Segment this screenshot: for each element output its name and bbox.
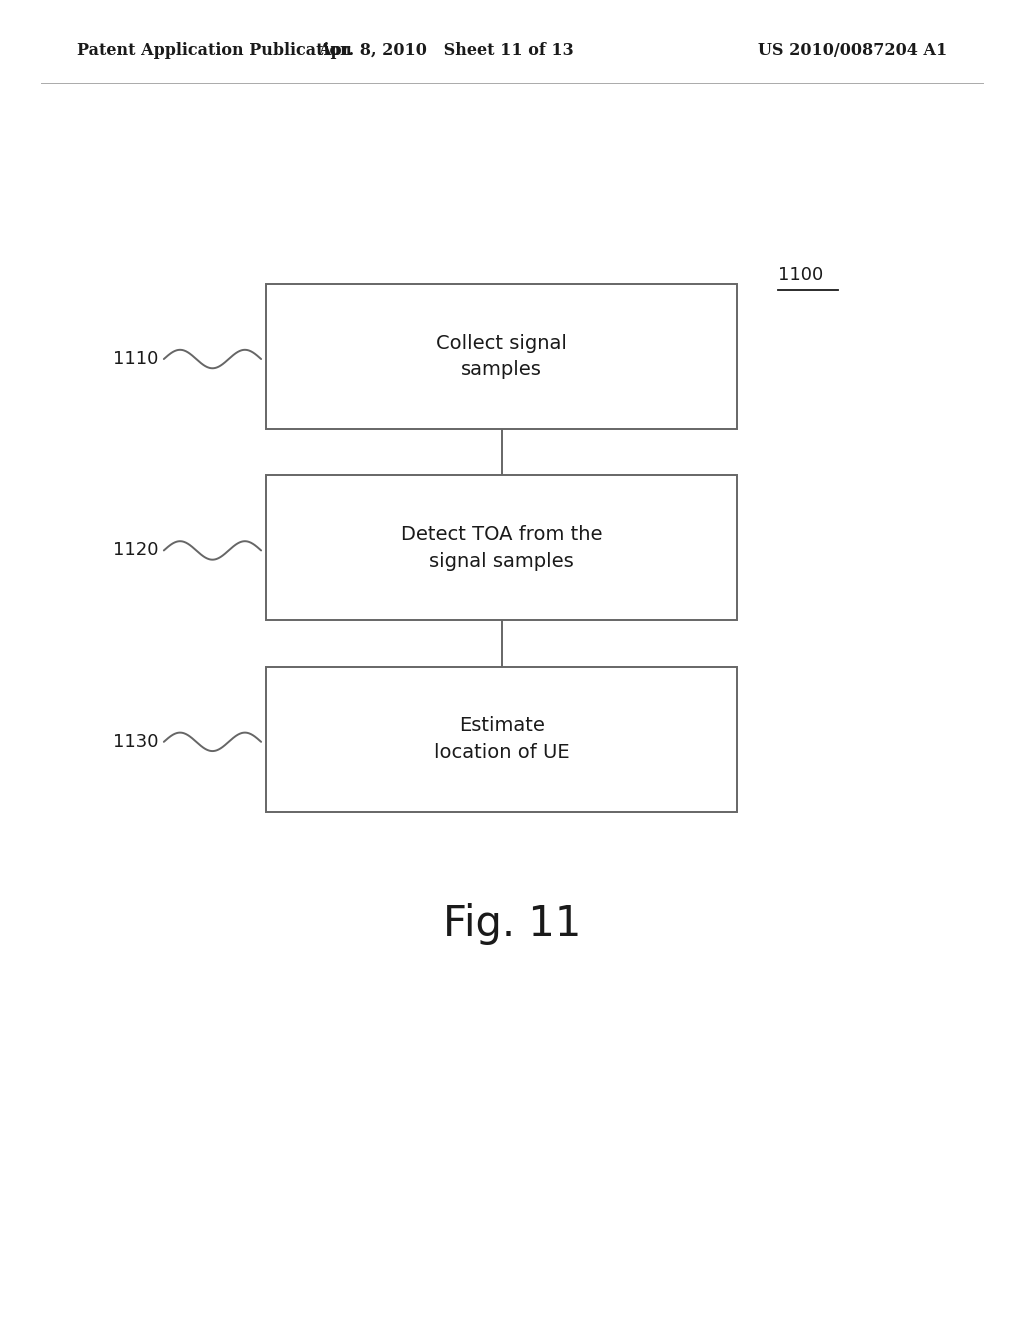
FancyBboxPatch shape	[266, 475, 737, 620]
Text: Detect TOA from the
signal samples: Detect TOA from the signal samples	[401, 525, 602, 570]
Text: Fig. 11: Fig. 11	[442, 903, 582, 945]
Text: US 2010/0087204 A1: US 2010/0087204 A1	[758, 42, 947, 58]
Text: Estimate
location of UE: Estimate location of UE	[434, 717, 569, 762]
Text: 1100: 1100	[778, 265, 823, 284]
Text: Apr. 8, 2010   Sheet 11 of 13: Apr. 8, 2010 Sheet 11 of 13	[317, 42, 573, 58]
Text: 1130: 1130	[114, 733, 159, 751]
FancyBboxPatch shape	[266, 667, 737, 812]
FancyBboxPatch shape	[266, 284, 737, 429]
Text: Collect signal
samples: Collect signal samples	[436, 334, 567, 379]
Text: 1120: 1120	[114, 541, 159, 560]
Text: Patent Application Publication: Patent Application Publication	[77, 42, 351, 58]
Text: 1110: 1110	[114, 350, 159, 368]
